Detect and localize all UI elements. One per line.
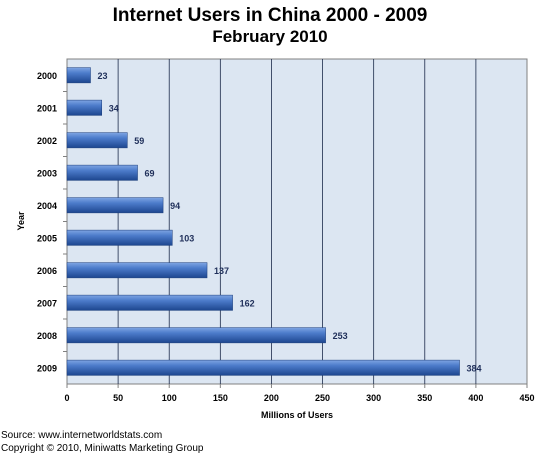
x-tick-label: 50 [113,393,123,403]
source-note: Source: www.internetworldstats.com [1,430,163,441]
bar-2000 [66,67,91,84]
y-tick-label-2007: 2007 [37,298,57,308]
data-label-2008: 253 [333,331,348,341]
y-tick-label-2002: 2002 [37,136,57,146]
bar-2008 [66,327,326,344]
y-tick-label-2005: 2005 [37,233,57,243]
data-label-2005: 103 [179,233,194,243]
bar-2004 [66,197,164,214]
bars [66,67,460,376]
bar-2006 [66,262,208,279]
bar-2003 [66,164,138,181]
x-tick-label: 200 [264,393,279,403]
bar-2002 [66,132,128,149]
bar-2009 [66,359,460,376]
data-labels: 23 34 59 69 94 103 137 162 253 384 [98,71,482,374]
data-label-2006: 137 [214,266,229,276]
data-label-2003: 69 [145,168,155,178]
y-tick-label-2004: 2004 [37,201,57,211]
copyright-note: Copyright © 2010, Miniwatts Marketing Gr… [1,443,204,454]
y-tick-label-2008: 2008 [37,331,57,341]
bar-2007 [66,294,233,311]
x-tick-label: 300 [366,393,381,403]
data-label-2007: 162 [240,298,255,308]
x-tick-label: 150 [213,393,228,403]
x-axis-label: Millions of Users [261,410,333,420]
x-tick-label: 400 [468,393,483,403]
data-label-2002: 59 [134,136,144,146]
y-axis-ticks: 2000 2001 2002 2003 2004 2005 2006 2007 2008 2009 [37,71,67,373]
y-tick-label-2009: 2009 [37,363,57,373]
data-label-2001: 34 [109,103,119,113]
x-axis-ticks: 0 50 100 150 200 250 300 350 400 450 [64,384,535,403]
x-tick-label: 350 [417,393,432,403]
y-tick-label-2003: 2003 [37,168,57,178]
y-axis-label: Year [16,211,26,231]
bar-2001 [66,99,103,116]
y-tick-label-2001: 2001 [37,103,57,113]
x-tick-label: 100 [162,393,177,403]
x-tick-label: 250 [315,393,330,403]
x-tick-label: 450 [519,393,534,403]
chart-subtitle: February 2010 [212,27,327,46]
y-tick-label-2006: 2006 [37,266,57,276]
chart-title: Internet Users in China 2000 - 2009 [113,5,428,26]
x-tick-label: 0 [64,393,69,403]
data-label-2009: 384 [467,363,482,373]
data-label-2000: 23 [98,71,108,81]
data-label-2004: 94 [170,201,180,211]
y-tick-label-2000: 2000 [37,71,57,81]
bar-2005 [66,229,173,246]
